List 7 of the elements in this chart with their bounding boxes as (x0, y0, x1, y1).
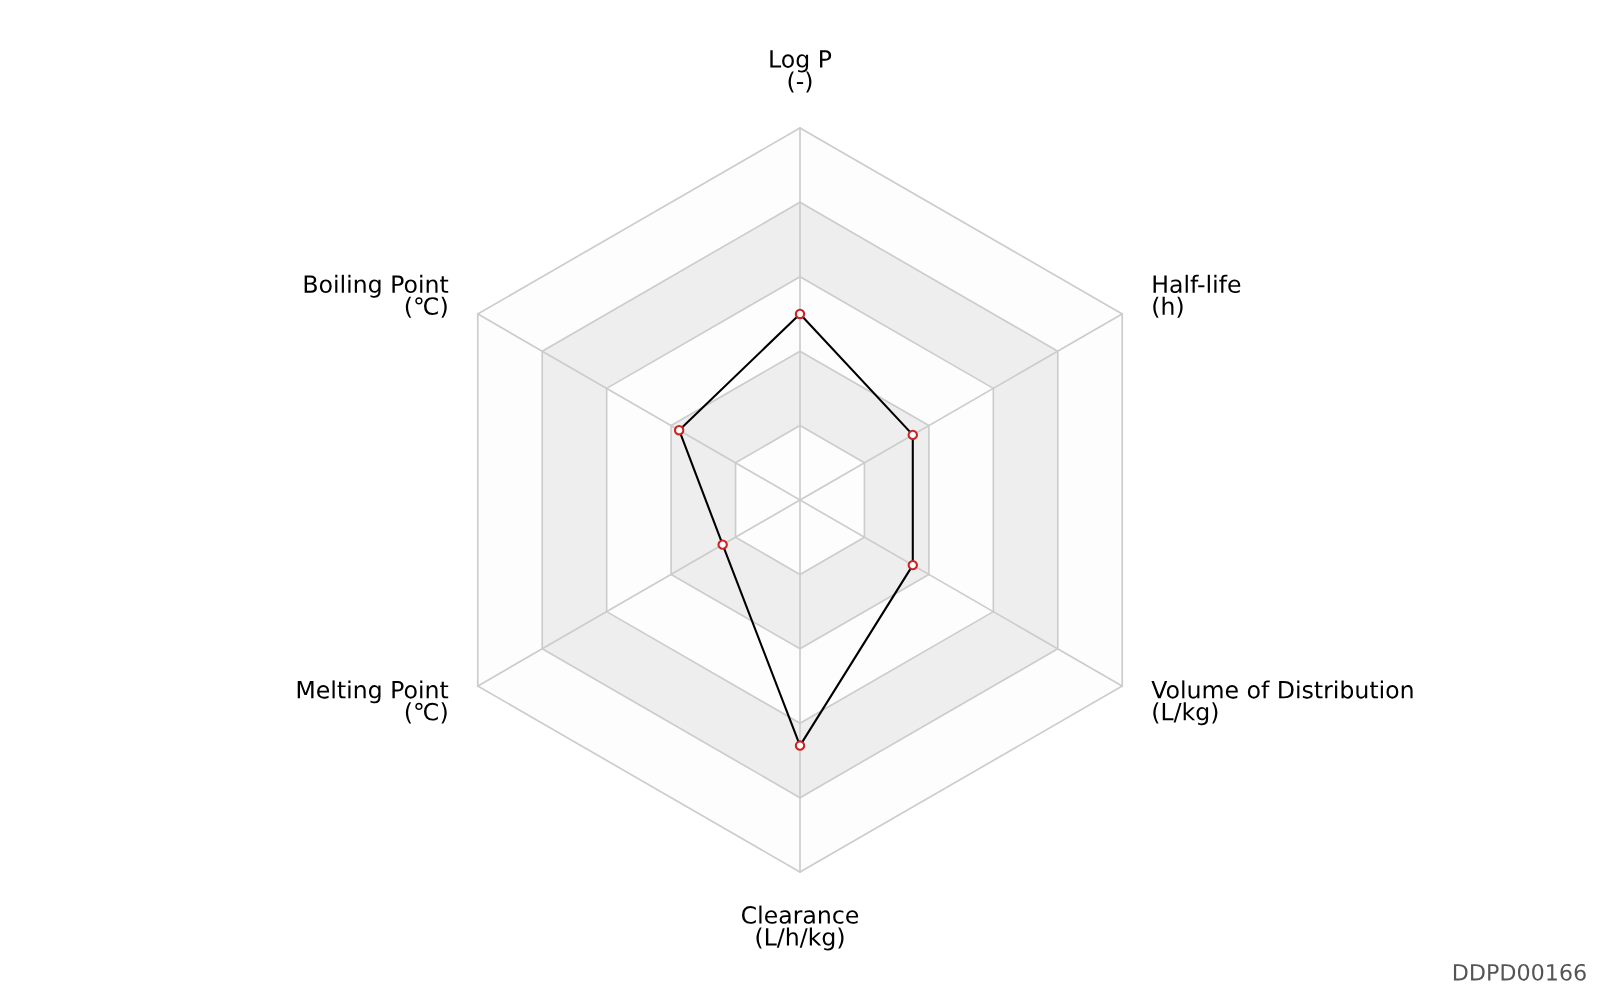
spoke-label: Volume of Distribution (L/kg) (1151, 680, 1413, 726)
text: DDPD00166 (1453, 963, 1586, 981)
spoke-label: Melting Point (℃) (297, 680, 449, 724)
spoke-label: Log P (-) (770, 50, 832, 93)
spoke-label: Half-life (h) (1153, 274, 1241, 318)
spoke-label: Clearance (L/h/kg) (741, 905, 859, 951)
spoke-label: Boiling Point (℃) (304, 274, 449, 318)
